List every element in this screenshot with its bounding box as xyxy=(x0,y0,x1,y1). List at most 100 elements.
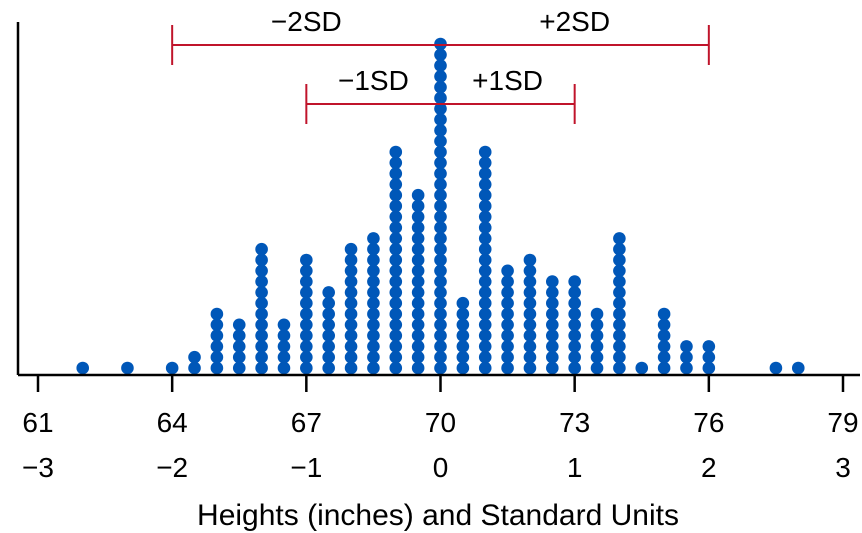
data-point xyxy=(657,329,671,342)
data-point xyxy=(546,329,559,342)
data-point xyxy=(434,188,447,202)
data-point xyxy=(523,286,537,299)
data-point xyxy=(478,253,492,267)
data-point xyxy=(210,340,224,353)
data-point xyxy=(188,350,201,364)
data-point xyxy=(434,361,447,375)
data-point xyxy=(411,361,425,375)
data-point xyxy=(791,361,805,375)
data-point xyxy=(389,296,403,310)
data-point xyxy=(434,199,447,213)
x-tick-label: 67 xyxy=(291,407,322,438)
data-point xyxy=(344,340,358,353)
data-point xyxy=(389,167,403,180)
data-point xyxy=(456,296,470,310)
data-point xyxy=(367,253,380,267)
data-point xyxy=(344,242,358,256)
data-point xyxy=(389,210,403,224)
data-point xyxy=(367,264,380,278)
data-point xyxy=(546,286,559,299)
data-point xyxy=(456,350,470,364)
data-point xyxy=(389,156,403,170)
data-point xyxy=(344,296,358,310)
data-point xyxy=(680,361,693,375)
data-point xyxy=(702,340,716,353)
data-point xyxy=(210,318,224,332)
data-point xyxy=(501,296,514,310)
data-point xyxy=(523,253,537,267)
data-point xyxy=(367,318,380,332)
data-point xyxy=(300,350,313,364)
data-point xyxy=(546,296,559,310)
data-point xyxy=(478,329,492,342)
data-point xyxy=(478,286,492,299)
data-point xyxy=(389,232,403,245)
data-point xyxy=(434,102,447,116)
data-point xyxy=(478,296,492,310)
data-point xyxy=(411,221,425,234)
sd-label-right: +2SD xyxy=(539,6,610,37)
data-point xyxy=(389,242,403,256)
data-point xyxy=(367,286,380,299)
x-tick-label: 76 xyxy=(693,407,724,438)
standard-unit-label: 1 xyxy=(567,452,583,483)
data-point xyxy=(434,340,447,353)
data-point xyxy=(411,242,425,256)
data-point xyxy=(613,275,626,288)
data-point xyxy=(501,361,514,375)
data-point xyxy=(344,307,358,321)
data-point xyxy=(478,167,492,180)
data-point xyxy=(613,242,626,256)
data-point xyxy=(411,188,425,202)
data-point xyxy=(367,350,380,364)
data-point xyxy=(478,199,492,213)
standard-unit-label: 2 xyxy=(701,452,717,483)
data-point xyxy=(411,264,425,278)
data-point xyxy=(769,361,783,375)
data-point xyxy=(590,307,604,321)
data-point xyxy=(434,275,447,288)
data-point xyxy=(322,350,335,364)
data-point xyxy=(232,340,246,353)
data-point xyxy=(255,275,268,288)
data-point xyxy=(411,296,425,310)
data-point xyxy=(389,264,403,278)
data-point xyxy=(367,307,380,321)
data-point xyxy=(501,307,514,321)
data-point xyxy=(523,307,537,321)
data-point xyxy=(322,318,335,332)
data-point xyxy=(702,361,716,375)
data-point xyxy=(456,361,470,375)
data-point xyxy=(344,264,358,278)
data-point xyxy=(255,361,268,375)
data-point xyxy=(613,307,626,321)
data-point xyxy=(478,340,492,353)
data-point xyxy=(277,318,291,332)
data-point xyxy=(255,286,268,299)
data-point xyxy=(434,253,447,267)
data-point xyxy=(434,156,447,170)
data-point xyxy=(367,361,380,375)
data-point xyxy=(657,361,671,375)
sd-label-left: −1SD xyxy=(338,65,409,96)
data-point xyxy=(478,232,492,245)
data-point xyxy=(210,361,224,375)
data-point xyxy=(389,329,403,342)
data-point xyxy=(478,350,492,364)
data-point xyxy=(434,232,447,245)
data-point xyxy=(411,329,425,342)
data-point xyxy=(255,253,268,267)
data-point xyxy=(478,264,492,278)
data-point xyxy=(434,350,447,364)
data-point xyxy=(434,167,447,180)
data-point xyxy=(478,318,492,332)
data-point xyxy=(121,361,134,375)
data-point xyxy=(501,350,514,364)
data-point xyxy=(501,340,514,353)
data-point xyxy=(478,307,492,321)
data-point xyxy=(613,340,626,353)
data-point xyxy=(367,329,380,342)
data-point xyxy=(434,48,447,62)
standard-unit-label: −2 xyxy=(156,452,188,483)
data-point xyxy=(300,264,313,278)
